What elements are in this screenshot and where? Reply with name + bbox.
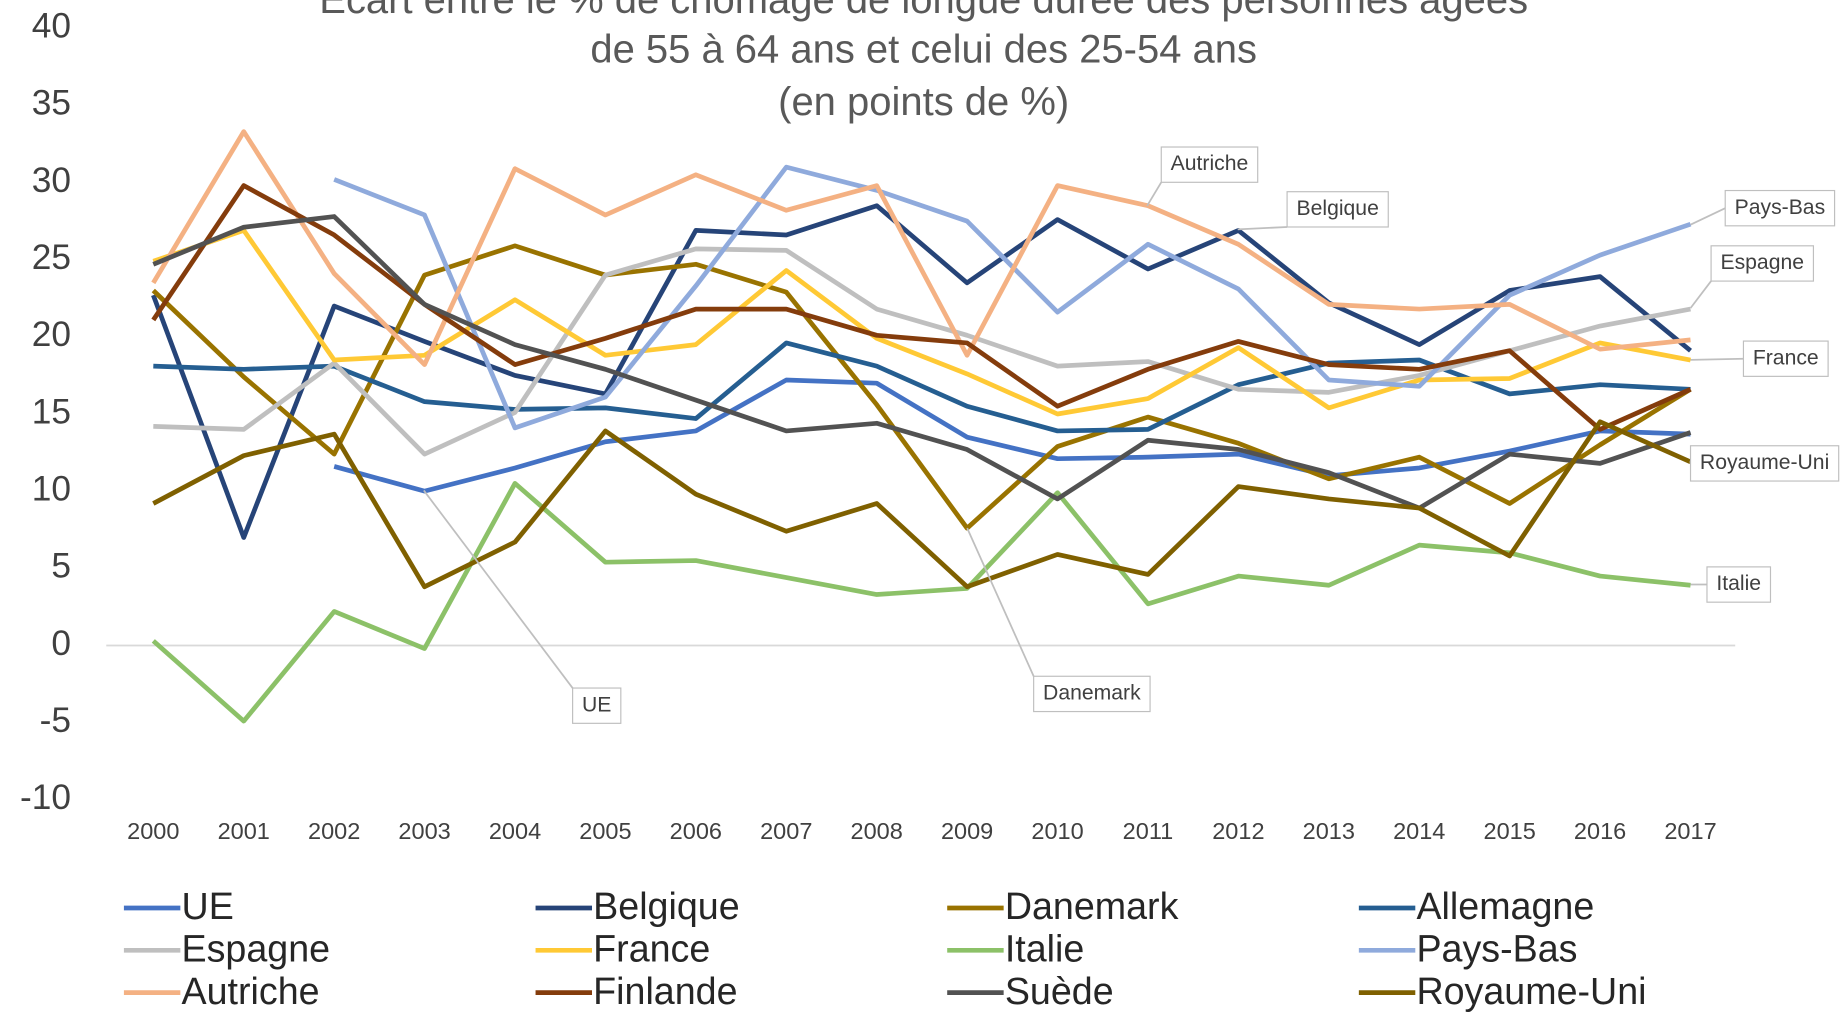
annotation-box <box>1710 245 1815 282</box>
annotation: Pays-Bas <box>1735 196 1826 219</box>
y-tick-label: 40 <box>32 7 71 46</box>
x-tick-label: 2003 <box>398 818 450 844</box>
x-tick-label: 2002 <box>308 818 360 844</box>
leader-line <box>1690 357 1744 361</box>
annotation: Danemark <box>1043 682 1141 705</box>
leader-line <box>1146 181 1163 207</box>
x-tick-label: 2015 <box>1484 818 1536 844</box>
leader-line <box>1689 280 1712 309</box>
x-tick-label: 2007 <box>760 818 812 844</box>
leader-line <box>1690 207 1726 226</box>
annotation-box <box>1033 675 1151 713</box>
x-tick-label: 2016 <box>1574 818 1626 844</box>
y-tick-label: 5 <box>51 547 71 586</box>
series-line <box>151 481 1691 724</box>
y-tick-label: 35 <box>32 84 71 123</box>
annotation-box <box>1689 445 1840 482</box>
series-line <box>152 214 1692 511</box>
x-tick-label: 2005 <box>579 818 631 844</box>
y-tick-label: 20 <box>32 315 71 354</box>
series-line <box>152 419 1692 590</box>
x-tick-label: 2001 <box>218 818 270 844</box>
x-tick-label: 2010 <box>1031 818 1083 844</box>
y-tick-label: 10 <box>32 469 71 508</box>
legend-label: Danemark <box>1005 885 1179 927</box>
annotation-box <box>1724 189 1836 227</box>
y-tick-label: 0 <box>51 624 71 663</box>
annotation-box <box>1160 146 1259 183</box>
annotation: Espagne <box>1720 251 1804 274</box>
series-line <box>333 377 1691 494</box>
series-line <box>151 243 1692 531</box>
annotation-box <box>572 687 622 724</box>
leader-line <box>966 527 1035 677</box>
annotation-box <box>1742 340 1829 377</box>
legend-label: Italie <box>1005 927 1084 969</box>
x-tick-label: 2013 <box>1303 818 1355 844</box>
y-tick-label: 30 <box>32 161 71 200</box>
y-tick-label: -5 <box>40 701 71 740</box>
annotation: Royaume-Uni <box>1700 451 1829 474</box>
legend-label: Suède <box>1005 970 1114 1012</box>
annotation-box <box>1286 191 1389 228</box>
chart-title: (en points de %) <box>778 80 1069 124</box>
x-tick-label: 2000 <box>127 818 179 844</box>
annotation: Belgique <box>1297 197 1379 220</box>
x-tick-label: 2009 <box>941 818 993 844</box>
x-tick-label: 2017 <box>1664 818 1716 844</box>
legend-label: Finlande <box>593 970 737 1012</box>
legend-label: Pays-Bas <box>1416 927 1577 969</box>
leader-line <box>1237 226 1288 231</box>
chart-title: de 55 à 64 ans et celui des 25-54 ans <box>590 27 1257 71</box>
y-tick-label: 15 <box>32 392 71 431</box>
series-line <box>151 203 1693 540</box>
annotation-box <box>1706 566 1772 603</box>
legend-label: UE <box>182 885 234 927</box>
x-tick-label: 2012 <box>1212 818 1264 844</box>
y-tick-label: -10 <box>20 778 71 817</box>
annotation: France <box>1753 346 1819 369</box>
legend-label: France <box>593 927 710 969</box>
legend-label: Espagne <box>182 927 331 969</box>
chart-title: Écart entre le % de chômage de longue du… <box>319 0 1528 22</box>
annotation: Autriche <box>1171 152 1249 175</box>
series-line <box>151 129 1691 367</box>
annotation: UE <box>582 693 611 716</box>
leader-line <box>423 489 574 689</box>
series-line <box>333 164 1692 431</box>
legend-label: Belgique <box>593 885 739 927</box>
annotation: Italie <box>1716 572 1761 595</box>
x-tick-label: 2004 <box>489 818 541 844</box>
legend-label: Allemagne <box>1416 885 1594 927</box>
legend-label: Royaume-Uni <box>1416 970 1646 1012</box>
x-tick-label: 2011 <box>1123 818 1174 844</box>
x-tick-label: 2014 <box>1393 818 1445 844</box>
x-tick-label: 2006 <box>670 818 722 844</box>
y-tick-label: 25 <box>32 238 71 277</box>
x-tick-label: 2008 <box>851 818 903 844</box>
legend-label: Autriche <box>182 970 320 1012</box>
series-line <box>152 228 1691 417</box>
